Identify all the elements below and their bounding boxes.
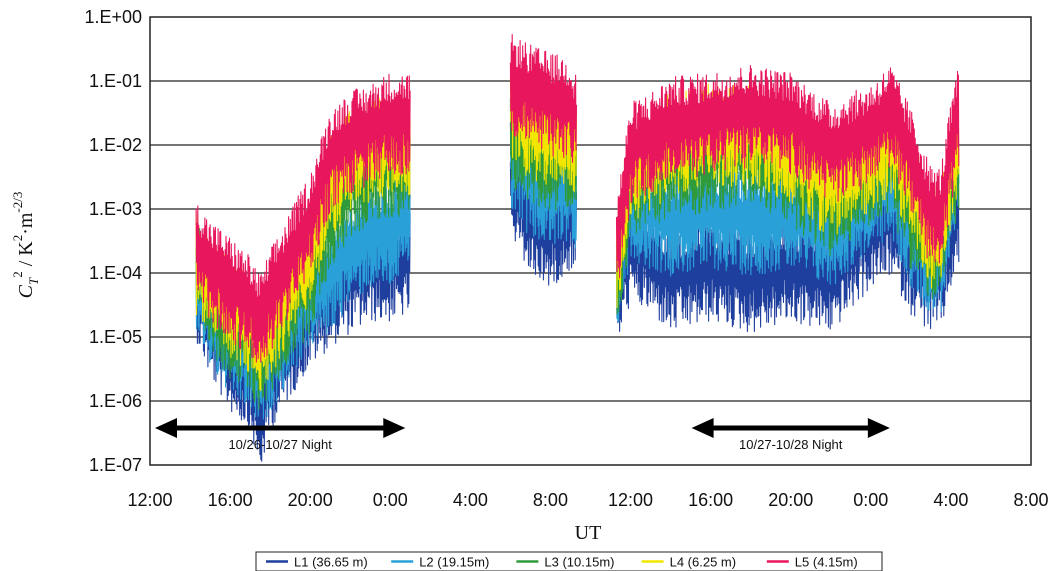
legend-label: L2 (19.15m) — [419, 555, 489, 570]
y-tick-label: 1.E-01 — [89, 71, 142, 91]
x-tick-label: 0:00 — [853, 490, 888, 510]
svg-text:CT2 / K2·m-2/3: CT2 / K2·m-2/3 — [10, 192, 41, 299]
annotation-label: 10/26-10/27 Night — [228, 437, 332, 452]
y-tick-label: 1.E-02 — [89, 135, 142, 155]
x-tick-label: 12:00 — [608, 490, 653, 510]
arrowhead-left — [691, 418, 714, 438]
y-tick-label: 1.E-05 — [89, 327, 142, 347]
x-tick-label: 20:00 — [288, 490, 333, 510]
y-axis-label: CT2 / K2·m-2/3 — [10, 192, 41, 299]
series-line — [509, 63, 578, 193]
y-tick-label: 1.E-07 — [89, 455, 142, 475]
series-line — [615, 65, 960, 279]
x-tick-label: 0:00 — [373, 490, 408, 510]
legend: L1 (36.65 m) L2 (19.15m) L3 (10.15m) L4 (6.… — [255, 551, 883, 571]
x-tick-label: 16:00 — [688, 490, 733, 510]
y-tick-labels: 1.E+00 1.E-01 1.E-02 1.E-03 1.E-04 1.E-05 1.E-… — [84, 7, 142, 475]
x-tick-label: 4:00 — [933, 490, 968, 510]
x-tick-label: 8:00 — [1013, 490, 1048, 510]
legend-label: L3 (10.15m) — [544, 555, 614, 570]
y-tick-label: 1.E-03 — [89, 199, 142, 219]
annotations: 10/26-10/27 Night 10/27-10/28 Night — [155, 418, 890, 452]
series-line — [509, 33, 578, 163]
annotation-label: 10/27-10/28 Night — [739, 437, 843, 452]
arrowhead-right — [867, 418, 890, 438]
arrowhead-left — [155, 418, 177, 438]
arrowhead-right — [383, 418, 406, 438]
y-tick-label: 1.E-06 — [89, 391, 142, 411]
y-tick-label: 1.E+00 — [84, 7, 142, 27]
y-tick-label: 1.E-04 — [89, 263, 142, 283]
x-tick-label: 4:00 — [453, 490, 488, 510]
series-line — [195, 73, 411, 363]
legend-label: L4 (6.25 m) — [670, 555, 736, 570]
x-tick-label: 20:00 — [768, 490, 813, 510]
x-axis-label: UT — [575, 522, 602, 544]
series-line — [509, 148, 578, 286]
x-tick-label: 8:00 — [533, 490, 568, 510]
legend-box — [255, 551, 883, 571]
x-tick-labels: 12:00 16:00 20:00 0:00 4:00 8:00 12:00 16:00 20:… — [127, 490, 1048, 510]
legend-label: L1 (36.65 m) — [294, 555, 368, 570]
x-tick-label: 12:00 — [127, 490, 172, 510]
x-tick-label: 16:00 — [208, 490, 253, 510]
series-group — [195, 33, 960, 462]
legend-label: L5 (4.15m) — [795, 555, 858, 570]
series-line — [195, 113, 411, 410]
series-5 — [195, 33, 960, 363]
series-line — [195, 213, 411, 462]
series-line — [509, 89, 578, 211]
